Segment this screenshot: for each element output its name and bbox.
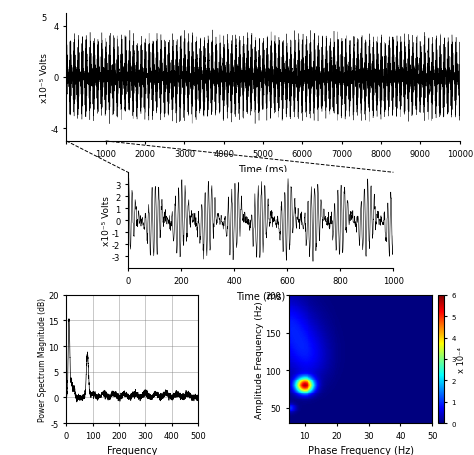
Y-axis label: x 10⁻⁴: x 10⁻⁴ bbox=[457, 346, 466, 372]
Y-axis label: Power Spectrum Magnitude (dB): Power Spectrum Magnitude (dB) bbox=[38, 297, 47, 421]
X-axis label: Time (ms): Time (ms) bbox=[238, 164, 288, 174]
X-axis label: Phase Frequency (Hz): Phase Frequency (Hz) bbox=[308, 445, 414, 455]
Text: 5: 5 bbox=[41, 14, 46, 23]
Y-axis label: x10⁻⁵ Volts: x10⁻⁵ Volts bbox=[40, 53, 49, 102]
X-axis label: Frequency: Frequency bbox=[107, 445, 157, 455]
Y-axis label: x10⁻⁵ Volts: x10⁻⁵ Volts bbox=[101, 196, 110, 246]
X-axis label: Time (ms): Time (ms) bbox=[236, 291, 285, 301]
Y-axis label: Amplitude Frequency (Hz): Amplitude Frequency (Hz) bbox=[255, 300, 264, 418]
